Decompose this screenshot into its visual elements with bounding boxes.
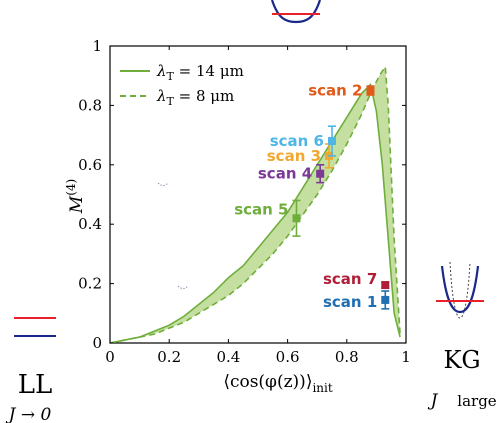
y-tick-labels: 0 0.2 0.4 0.6 0.8 1 bbox=[78, 37, 102, 352]
large-label: large bbox=[457, 392, 497, 410]
scan-label: scan 5 bbox=[234, 200, 288, 218]
scan-point-group: scan 1 bbox=[323, 290, 390, 311]
y-axis-label: M(4) bbox=[64, 179, 87, 214]
scan-marker bbox=[316, 169, 325, 178]
legend: λT = 14 μm λT = 8 μm bbox=[120, 62, 244, 108]
scan-marker bbox=[292, 214, 301, 223]
y-tick-label: 1 bbox=[92, 37, 102, 55]
right-potential-icon bbox=[436, 261, 484, 319]
scan-label: scan 4 bbox=[258, 165, 312, 183]
scan-label: scan 1 bbox=[323, 293, 377, 311]
y-tick-label: 0 bbox=[92, 334, 102, 352]
scan-label: scan 2 bbox=[308, 82, 362, 100]
plot-frame bbox=[109, 45, 407, 344]
x-tick-label: 0 bbox=[105, 348, 115, 366]
scan-marker bbox=[328, 137, 336, 146]
x-tick-label: 0.8 bbox=[335, 348, 359, 366]
scan-label: scan 3 bbox=[267, 147, 321, 165]
scan-point-group: scan 5 bbox=[234, 199, 301, 237]
top-potential-icon bbox=[270, 0, 322, 24]
scan-marker bbox=[381, 295, 390, 304]
ll-label: LL bbox=[18, 370, 53, 400]
scan-label: scan 6 bbox=[270, 132, 324, 150]
x-tick-label: 1 bbox=[401, 348, 411, 366]
x-tick-labels: 0 0.2 0.4 0.6 0.8 1 bbox=[105, 348, 411, 366]
dotted-artifact bbox=[157, 182, 169, 186]
scan-marker bbox=[381, 281, 390, 290]
x-axis-label: ⟨cos(φ(z))⟩init bbox=[223, 372, 333, 395]
scan-point-group: scan 7 bbox=[323, 270, 390, 290]
x-tick-label: 0.4 bbox=[216, 348, 240, 366]
left-potential-icon bbox=[14, 317, 56, 337]
y-tick-label: 0.8 bbox=[78, 96, 102, 114]
y-tick-label: 0.2 bbox=[78, 275, 102, 293]
x-tick-label: 0.2 bbox=[157, 348, 181, 366]
j-label: J bbox=[428, 391, 439, 411]
series-line-dashed bbox=[109, 64, 401, 344]
scan-point-group: scan 2 bbox=[308, 82, 375, 100]
y-tick-label: 0.6 bbox=[78, 156, 102, 174]
y-tick-label: 0.4 bbox=[78, 215, 102, 233]
scan-point-group: scan 4 bbox=[258, 164, 325, 184]
kg-label: KG bbox=[443, 346, 480, 374]
series-line-solid bbox=[109, 83, 401, 344]
scan-point-group: scan 6 bbox=[270, 125, 336, 157]
legend-label-series-2: λT = 8 μm bbox=[156, 87, 234, 108]
scan-label: scan 7 bbox=[323, 270, 377, 288]
j-to-zero-label: J → 0 bbox=[6, 405, 52, 423]
legend-label-series-1: λT = 14 μm bbox=[156, 62, 244, 83]
dotted-artifact bbox=[177, 285, 189, 289]
scan-marker bbox=[366, 86, 375, 95]
x-tick-label: 0.6 bbox=[276, 348, 300, 366]
